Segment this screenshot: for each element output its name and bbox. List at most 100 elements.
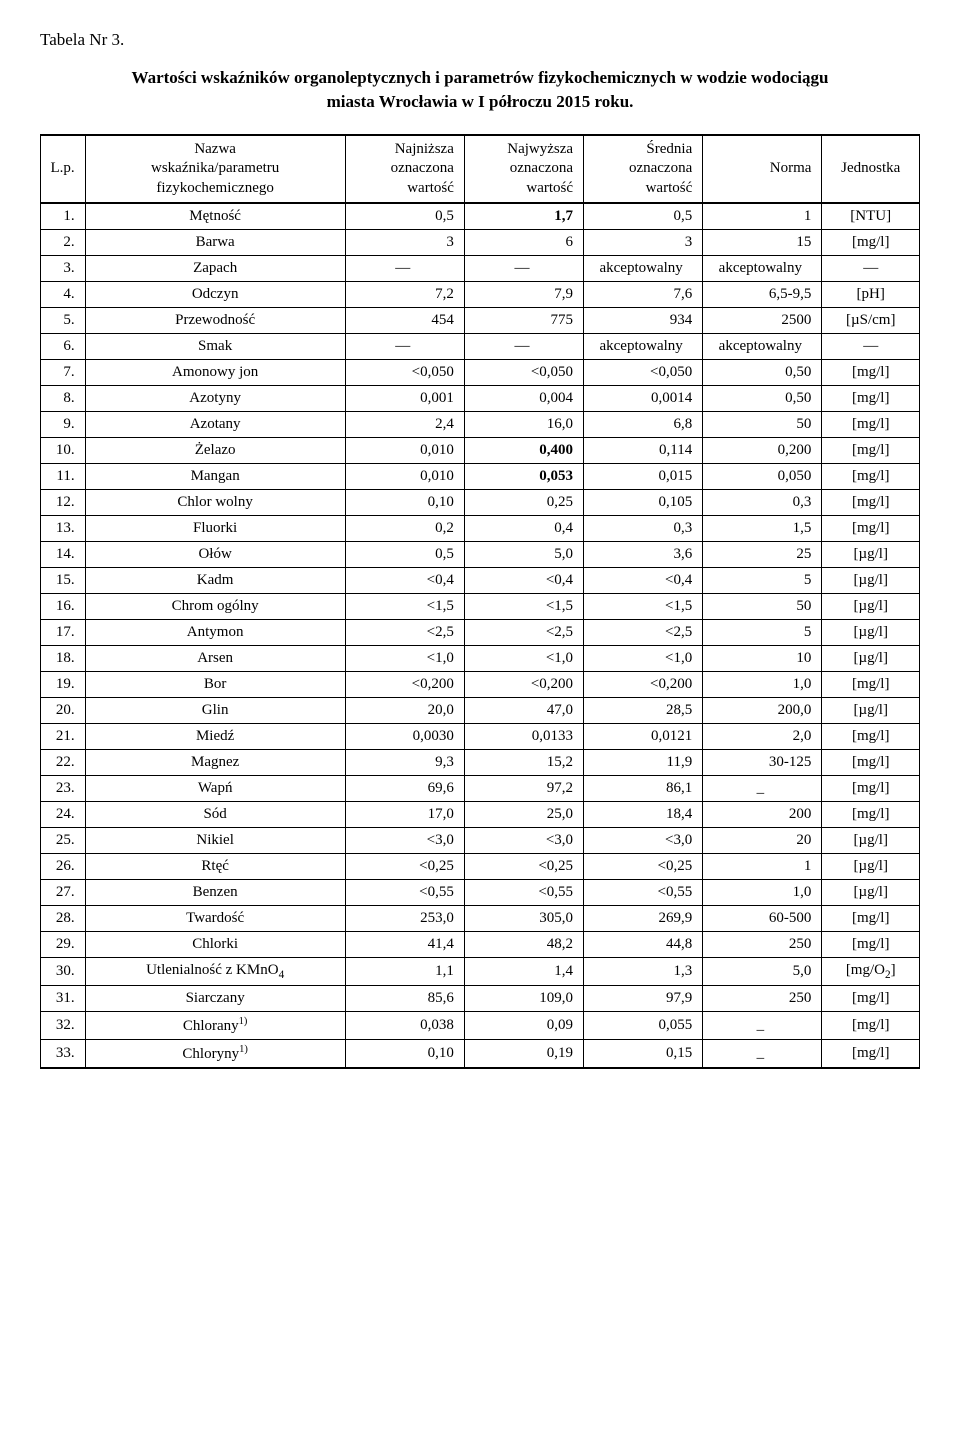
cell-name: Odczyn: [85, 282, 345, 308]
cell-unit: [mg/l]: [822, 776, 920, 802]
cell-min: 3: [345, 230, 464, 256]
table-row: 21.Miedź0,00300,01330,01212,0[mg/l]: [41, 724, 920, 750]
header-avg-l1: Średnia: [646, 141, 692, 157]
cell-name: Żelazo: [85, 438, 345, 464]
cell-min: 0,010: [345, 464, 464, 490]
cell-lp: 7.: [41, 360, 86, 386]
cell-norm: 1,0: [703, 672, 822, 698]
cell-norm: 1,0: [703, 880, 822, 906]
cell-avg: akceptowalny: [584, 256, 703, 282]
cell-avg: 1,3: [584, 958, 703, 986]
table-row: 1.Mętność0,51,70,51[NTU]: [41, 203, 920, 230]
cell-lp: 20.: [41, 698, 86, 724]
cell-max: 0,4: [464, 516, 583, 542]
cell-avg: 7,6: [584, 282, 703, 308]
table-row: 14.Ołów0,55,03,625[µg/l]: [41, 542, 920, 568]
header-min-l3: wartość: [407, 180, 454, 196]
table-row: 4.Odczyn7,27,97,66,5-9,5[pH]: [41, 282, 920, 308]
cell-name: Sód: [85, 802, 345, 828]
cell-name: Wapń: [85, 776, 345, 802]
cell-lp: 16.: [41, 594, 86, 620]
cell-max: 1,4: [464, 958, 583, 986]
cell-lp: 8.: [41, 386, 86, 412]
cell-norm: 0,050: [703, 464, 822, 490]
cell-unit: [mg/l]: [822, 906, 920, 932]
cell-unit: [mg/l]: [822, 464, 920, 490]
header-min-l2: oznaczona: [391, 160, 454, 176]
cell-unit: [µg/l]: [822, 568, 920, 594]
cell-max: 1,7: [464, 203, 583, 230]
cell-lp: 15.: [41, 568, 86, 594]
cell-lp: 30.: [41, 958, 86, 986]
cell-min: <0,25: [345, 854, 464, 880]
table-row: 28.Twardość253,0305,0269,960-500[mg/l]: [41, 906, 920, 932]
cell-avg: <0,25: [584, 854, 703, 880]
header-unit: Jednostka: [822, 135, 920, 204]
cell-avg: 44,8: [584, 932, 703, 958]
cell-lp: 3.: [41, 256, 86, 282]
cell-unit: [mg/l]: [822, 516, 920, 542]
cell-avg: 934: [584, 308, 703, 334]
cell-unit: [mg/l]: [822, 802, 920, 828]
cell-min: 69,6: [345, 776, 464, 802]
cell-avg: 0,114: [584, 438, 703, 464]
cell-max: 0,09: [464, 1012, 583, 1040]
cell-avg: 28,5: [584, 698, 703, 724]
cell-norm: 2,0: [703, 724, 822, 750]
header-lp: L.p.: [41, 135, 86, 204]
cell-min: 7,2: [345, 282, 464, 308]
cell-lp: 4.: [41, 282, 86, 308]
cell-norm: 1: [703, 854, 822, 880]
cell-max: 7,9: [464, 282, 583, 308]
cell-lp: 1.: [41, 203, 86, 230]
cell-avg: akceptowalny: [584, 334, 703, 360]
cell-avg: <0,050: [584, 360, 703, 386]
table-row: 33.Chloryny1)0,100,190,15_[mg/l]: [41, 1040, 920, 1069]
cell-name: Chlor wolny: [85, 490, 345, 516]
cell-avg: <3,0: [584, 828, 703, 854]
cell-lp: 31.: [41, 986, 86, 1012]
table-row: 11.Mangan0,0100,0530,0150,050[mg/l]: [41, 464, 920, 490]
cell-min: <0,55: [345, 880, 464, 906]
cell-avg: 0,105: [584, 490, 703, 516]
cell-lp: 23.: [41, 776, 86, 802]
cell-norm: 30-125: [703, 750, 822, 776]
cell-min: 253,0: [345, 906, 464, 932]
cell-min: <3,0: [345, 828, 464, 854]
cell-min: <1,0: [345, 646, 464, 672]
cell-min: 85,6: [345, 986, 464, 1012]
cell-norm: 1: [703, 203, 822, 230]
table-row: 17.Antymon<2,5<2,5<2,55[µg/l]: [41, 620, 920, 646]
cell-norm: 10: [703, 646, 822, 672]
cell-unit: [pH]: [822, 282, 920, 308]
table-row: 7.Amonowy jon<0,050<0,050<0,0500,50[mg/l…: [41, 360, 920, 386]
table-row: 30.Utlenialność z KMnO41,11,41,35,0[mg/O…: [41, 958, 920, 986]
table-row: 32.Chlorany1)0,0380,090,055_[mg/l]: [41, 1012, 920, 1040]
cell-norm: 5: [703, 620, 822, 646]
table-body: 1.Mętność0,51,70,51[NTU]2.Barwa36315[mg/…: [41, 203, 920, 1068]
header-avg-l2: oznaczona: [629, 160, 692, 176]
cell-min: 0,0030: [345, 724, 464, 750]
table-row: 26.Rtęć<0,25<0,25<0,251[µg/l]: [41, 854, 920, 880]
table-row: 22.Magnez9,315,211,930-125[mg/l]: [41, 750, 920, 776]
cell-name: Ołów: [85, 542, 345, 568]
cell-avg: 269,9: [584, 906, 703, 932]
cell-max: 15,2: [464, 750, 583, 776]
cell-avg: 0,15: [584, 1040, 703, 1069]
cell-max: 47,0: [464, 698, 583, 724]
cell-min: 0,5: [345, 203, 464, 230]
header-name-l2: wskaźnika/parametru: [151, 160, 279, 176]
header-name-l3: fizykochemicznego: [156, 180, 273, 196]
cell-avg: 3,6: [584, 542, 703, 568]
cell-max: 16,0: [464, 412, 583, 438]
cell-norm: 0,200: [703, 438, 822, 464]
cell-max: <3,0: [464, 828, 583, 854]
cell-lp: 18.: [41, 646, 86, 672]
cell-avg: 0,0014: [584, 386, 703, 412]
cell-min: 0,038: [345, 1012, 464, 1040]
cell-max: <0,200: [464, 672, 583, 698]
cell-name: Azotyny: [85, 386, 345, 412]
cell-min: 41,4: [345, 932, 464, 958]
cell-max: 0,004: [464, 386, 583, 412]
cell-unit: [mg/l]: [822, 724, 920, 750]
